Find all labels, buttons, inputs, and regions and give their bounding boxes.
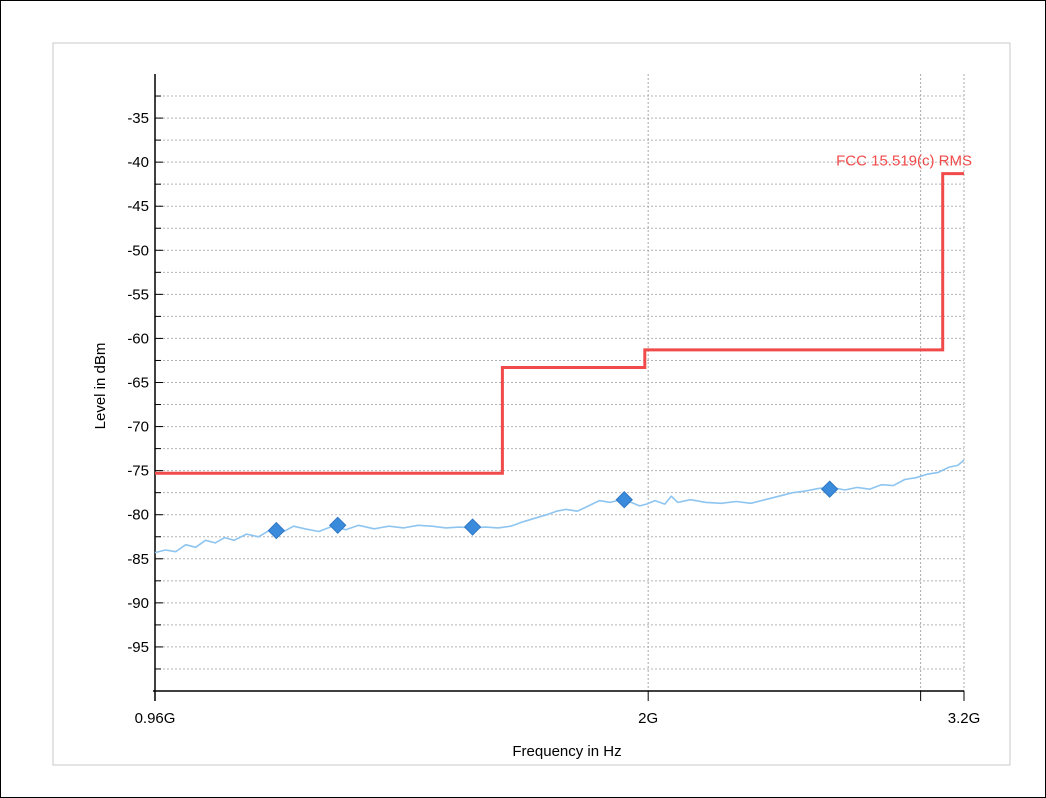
measurement-marker — [267, 521, 286, 540]
y-tick-label: -80 — [127, 507, 149, 524]
x-tick-label: 3.2G — [948, 710, 981, 727]
measurement-marker — [615, 491, 633, 509]
y-tick-label: -70 — [127, 419, 149, 436]
y-tick-label: -85 — [127, 551, 149, 568]
measurement-marker — [820, 480, 839, 498]
y-tick-label: -55 — [127, 286, 149, 303]
y-tick-label: -65 — [127, 375, 149, 392]
measurement-marker — [329, 516, 347, 534]
y-tick-label: -60 — [127, 330, 149, 347]
y-tick-label: -45 — [127, 198, 149, 215]
y-tick-label: -35 — [127, 110, 149, 127]
x-axis-title: Frequency in Hz — [512, 743, 621, 760]
y-tick-label: -50 — [127, 242, 149, 259]
y-tick-label: -95 — [127, 639, 149, 656]
y-tick-label: -90 — [127, 595, 149, 612]
y-axis-title: Level in dBm — [92, 343, 109, 430]
grid — [155, 74, 965, 691]
axes: -35 -40 -45 -50 -55 -60 -65 -70 -75 -80 -85 -90 -95 0… — [127, 74, 980, 727]
markers-group — [267, 480, 839, 540]
measurement-marker — [463, 518, 482, 536]
limit-line-group: FCC 15.519(c) RMS — [155, 153, 972, 475]
y-tick-label: -75 — [127, 463, 149, 480]
y-tick-label: -40 — [127, 154, 149, 171]
limit-line-label: FCC 15.519(c) RMS — [836, 153, 972, 170]
x-tick-label: 0.96G — [135, 710, 176, 727]
x-tick-label: 2G — [638, 710, 658, 727]
chart-panel — [52, 42, 1011, 766]
limit-line — [155, 172, 964, 475]
